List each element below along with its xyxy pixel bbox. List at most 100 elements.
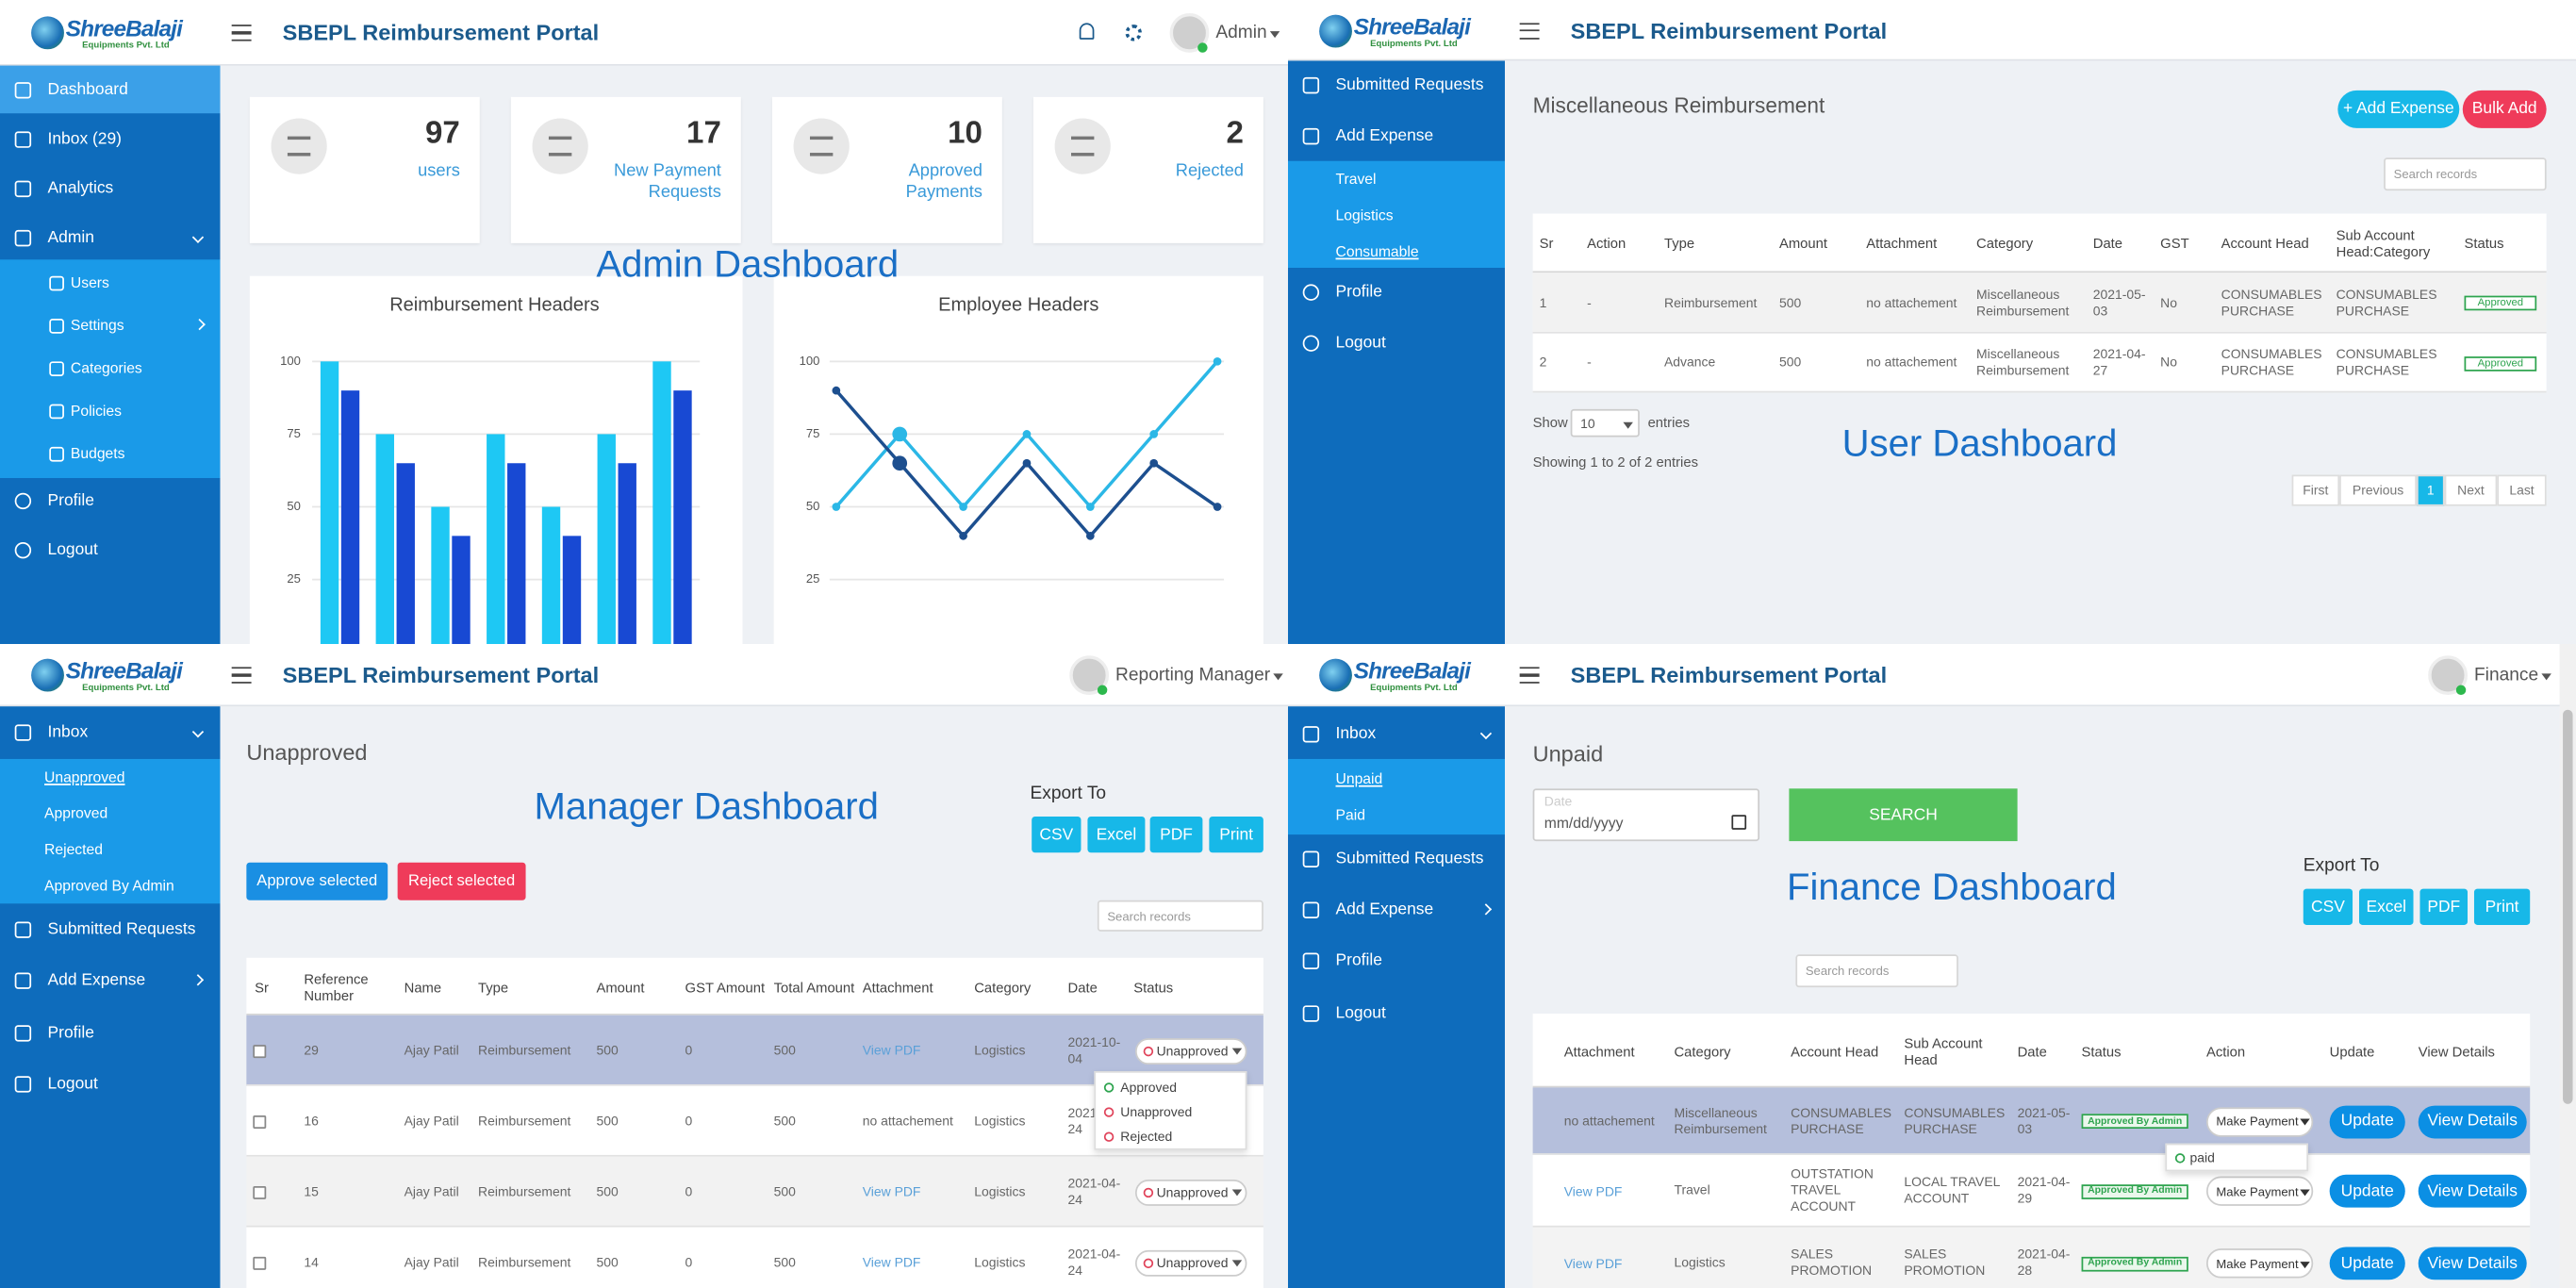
export-button[interactable]: PDF — [1149, 816, 1203, 853]
update-button[interactable]: Update — [2329, 1247, 2405, 1280]
date-label: Date — [1544, 794, 1573, 810]
table-cell: 500 — [596, 1183, 619, 1199]
scrollbar-thumb[interactable] — [2563, 709, 2573, 1104]
menu-item[interactable]: Admin — [47, 229, 94, 248]
menu-item[interactable]: Logistics — [1335, 206, 1394, 223]
menu-toggle[interactable] — [231, 667, 252, 684]
page-title: Unpaid — [1532, 741, 1604, 767]
user-menu[interactable]: Reporting Manager — [1115, 665, 1271, 685]
menu-item[interactable]: Unpaid — [1335, 770, 1383, 787]
menu-item[interactable]: Submitted Requests — [47, 920, 196, 939]
export-button[interactable]: Print — [2473, 888, 2531, 925]
export-button[interactable]: CSV — [1032, 816, 1082, 853]
menu-item[interactable]: Inbox (29) — [47, 130, 122, 149]
action-select[interactable]: Make Payment — [2205, 1248, 2314, 1279]
action-select[interactable]: Make Payment — [2205, 1106, 2314, 1136]
date-input[interactable] — [1532, 788, 1760, 842]
menu-item[interactable]: Logout — [47, 1075, 98, 1094]
search-input[interactable] — [1795, 954, 1958, 988]
menu-item[interactable]: Analytics — [47, 179, 114, 198]
status-select[interactable] — [1134, 1037, 1247, 1065]
menu-item[interactable]: Approved By Admin — [44, 877, 174, 894]
menu-item[interactable]: Settings — [70, 317, 124, 334]
update-button[interactable]: Update — [2329, 1104, 2405, 1138]
menu-item[interactable]: Profile — [1335, 951, 1382, 970]
add-expense-button[interactable]: + Add Expense — [2337, 90, 2460, 128]
attachment-link[interactable]: View PDF — [1563, 1183, 1623, 1199]
menu-item[interactable]: Categories — [70, 359, 142, 376]
export-button[interactable]: CSV — [2303, 888, 2353, 925]
action-select[interactable]: Make Payment — [2205, 1176, 2314, 1206]
menu-item[interactable]: Submitted Requests — [1335, 850, 1484, 868]
payment-option[interactable]: paid — [2189, 1149, 2215, 1165]
view-details-button[interactable]: View Details — [2418, 1174, 2527, 1208]
status-option[interactable]: Approved — [1120, 1080, 1177, 1096]
attachment-link[interactable]: View PDF — [1563, 1256, 1623, 1271]
user-menu[interactable]: Finance — [2473, 665, 2539, 685]
point — [892, 455, 908, 471]
menu-item[interactable]: Inbox — [1335, 725, 1377, 744]
menu-item[interactable]: Inbox — [47, 723, 89, 742]
menu-item[interactable]: Add Expense — [1335, 127, 1434, 146]
menu-item[interactable]: Profile — [1335, 283, 1382, 302]
update-button[interactable]: Update — [2329, 1174, 2405, 1208]
column-header: Category — [1674, 1042, 1731, 1059]
search-input[interactable] — [2384, 157, 2547, 191]
menu-item[interactable]: Add Expense — [1335, 900, 1434, 919]
export-button[interactable]: Excel — [1087, 816, 1146, 853]
pagination-button[interactable]: Next — [2444, 474, 2498, 506]
pagination-button[interactable]: Last — [2497, 474, 2547, 506]
menu-item[interactable]: Unapproved — [44, 768, 125, 785]
row-checkbox[interactable] — [253, 1185, 267, 1199]
pagination-button[interactable]: First — [2291, 474, 2340, 506]
export-button[interactable]: Print — [1209, 816, 1263, 853]
menu-item[interactable]: Add Expense — [47, 971, 146, 990]
menu-item[interactable]: Policies — [70, 402, 122, 420]
menu-item[interactable]: Profile — [47, 491, 94, 510]
menu-item[interactable]: Rejected — [44, 841, 103, 858]
menu-item[interactable]: Budgets — [70, 445, 125, 462]
menu-toggle[interactable] — [1519, 667, 1540, 684]
status-select[interactable] — [1134, 1249, 1247, 1276]
bell-icon[interactable] — [1079, 23, 1095, 40]
export-button[interactable]: PDF — [2419, 888, 2469, 925]
menu-item[interactable]: Logout — [1335, 334, 1386, 353]
reject-button[interactable]: Reject selected — [397, 862, 526, 900]
row-checkbox[interactable] — [253, 1044, 267, 1058]
menu-item[interactable]: Users — [70, 273, 109, 291]
pagination-button[interactable]: Previous — [2339, 474, 2417, 506]
page-title: Miscellaneous Reimbursement — [1532, 92, 1825, 118]
view-details-button[interactable]: View Details — [2418, 1247, 2527, 1280]
approve-button[interactable]: Approve selected — [246, 862, 388, 900]
menu-item[interactable]: Logout — [1335, 1004, 1386, 1023]
menu-item[interactable]: Profile — [47, 1024, 94, 1043]
search-button[interactable]: SEARCH — [1789, 788, 2018, 842]
row-checkbox[interactable] — [253, 1115, 267, 1129]
menu-item[interactable]: Submitted Requests — [1335, 76, 1484, 95]
settings-icon[interactable] — [1125, 25, 1142, 41]
status-option[interactable]: Rejected — [1120, 1129, 1173, 1145]
attachment-link[interactable]: View PDF — [862, 1043, 921, 1059]
pagination-button[interactable]: 1 — [2416, 474, 2445, 506]
search-input[interactable] — [1097, 900, 1263, 932]
bulk-add-button[interactable]: Bulk Add — [2462, 90, 2547, 128]
export-button[interactable]: Excel — [2359, 888, 2414, 925]
menu-item[interactable]: Travel — [1335, 171, 1377, 188]
header — [1288, 0, 2576, 61]
attachment-link[interactable]: View PDF — [862, 1255, 921, 1270]
menu-item[interactable]: Consumable — [1335, 242, 1419, 260]
menu-item[interactable]: Logout — [47, 541, 98, 560]
menu-item[interactable]: Approved — [44, 804, 108, 822]
table-cell: CONSUMABLES PURCHASE — [2221, 346, 2322, 378]
status-option[interactable]: Unapproved — [1120, 1104, 1193, 1120]
menu-item[interactable]: Paid — [1335, 806, 1365, 823]
view-details-button[interactable]: View Details — [2418, 1104, 2527, 1138]
status-select[interactable] — [1134, 1179, 1247, 1206]
menu-item[interactable]: Dashboard — [47, 81, 128, 100]
menu-toggle[interactable] — [1519, 22, 1540, 39]
row-checkbox[interactable] — [253, 1256, 267, 1269]
column-header: Sub Account Head:Category — [2336, 226, 2431, 260]
attachment-link[interactable]: View PDF — [862, 1184, 921, 1199]
menu-toggle[interactable] — [231, 25, 252, 41]
user-menu[interactable]: Admin — [1215, 23, 1267, 43]
